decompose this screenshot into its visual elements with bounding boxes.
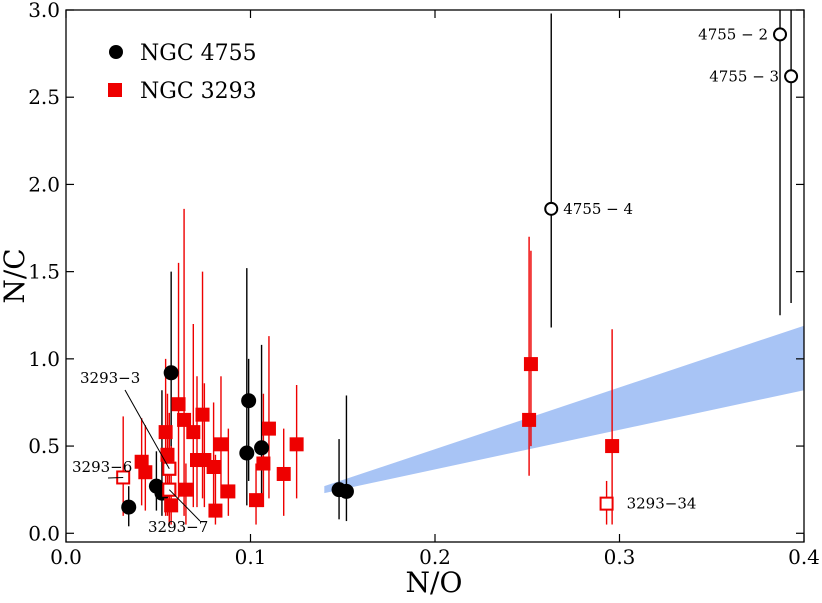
y-tick-label: 0.0 xyxy=(28,521,60,545)
data-point-ngc-4755 xyxy=(241,393,257,409)
point-label: 3293−6 xyxy=(72,458,132,476)
model-band xyxy=(324,325,804,494)
y-tick-label: 0.5 xyxy=(28,434,60,458)
data-point-ngc-3293 xyxy=(138,465,153,480)
open-data-point xyxy=(773,27,788,42)
data-point-ngc-3293 xyxy=(605,439,620,454)
data-point-ngc-3293 xyxy=(289,437,304,452)
data-point-ngc-3293 xyxy=(195,407,210,422)
data-point-ngc-4755 xyxy=(254,440,270,456)
point-label: 4755 − 2 xyxy=(698,25,768,43)
x-tick-label: 0.3 xyxy=(604,545,636,569)
data-point-ngc-3293 xyxy=(213,437,228,452)
data-point-ngc-3293 xyxy=(206,459,221,474)
x-tick-label: 0.0 xyxy=(50,545,82,569)
data-point-ngc-3293 xyxy=(177,412,192,427)
open-data-point xyxy=(599,496,614,511)
y-axis-label: N/C xyxy=(0,248,31,303)
point-label: 4755 − 3 xyxy=(709,67,779,85)
data-point-ngc-3293 xyxy=(158,425,173,440)
legend-marker-ngc-3293 xyxy=(108,83,122,97)
x-tick-label: 0.1 xyxy=(235,545,267,569)
data-point-ngc-4755 xyxy=(121,499,137,515)
data-point-ngc-3293 xyxy=(261,421,276,436)
point-label: 3293−3 xyxy=(80,369,140,387)
legend-label-ngc-3293: NGC 3293 xyxy=(140,79,257,104)
data-point-ngc-4755 xyxy=(239,445,255,461)
legend-marker-ngc-4755 xyxy=(109,45,123,59)
data-point-ngc-3293 xyxy=(186,425,201,440)
y-tick-label: 1.5 xyxy=(28,260,60,284)
data-point-ngc-3293 xyxy=(178,482,193,497)
y-tick-label: 1.0 xyxy=(28,347,60,371)
marker-layer xyxy=(116,27,799,518)
y-tick-label: 3.0 xyxy=(28,0,60,22)
x-tick-label: 0.4 xyxy=(788,545,820,569)
data-point-ngc-3293 xyxy=(522,412,537,427)
point-label: 3293−34 xyxy=(627,495,697,513)
x-tick-label: 0.2 xyxy=(419,545,451,569)
tick-layer: 0.0 0.1 0.2 0.3 0.4 0.0 0.5 1.0 1.5 2.0 2.5 3.0 xyxy=(28,0,820,569)
legend-label-ngc-4755: NGC 4755 xyxy=(140,41,257,66)
data-point-ngc-3293 xyxy=(171,397,186,412)
point-label: 4755 − 4 xyxy=(563,200,633,218)
annotation-leader-line xyxy=(124,389,170,469)
open-data-point xyxy=(544,201,559,216)
data-point-ngc-3293 xyxy=(208,503,223,518)
annotation-layer: 4755 − 2 4755 − 3 4755 − 4 3293−3 3293−6 3293… xyxy=(72,25,779,536)
data-point-ngc-3293 xyxy=(276,466,291,481)
data-point-ngc-3293 xyxy=(160,447,175,462)
data-point-ngc-3293 xyxy=(164,498,179,513)
model-band-layer xyxy=(324,325,804,494)
data-point-ngc-4755 xyxy=(163,365,179,381)
data-point-ngc-3293 xyxy=(256,456,271,471)
data-point-ngc-3293 xyxy=(221,484,236,499)
x-axis-label: N/O xyxy=(406,566,463,599)
data-point-ngc-3293 xyxy=(249,493,264,508)
open-data-point xyxy=(784,69,799,84)
data-point-ngc-3293 xyxy=(523,357,538,372)
y-tick-label: 2.0 xyxy=(28,172,60,196)
point-label: 3293−7 xyxy=(148,518,208,536)
annotation-leader-line xyxy=(168,489,201,522)
y-tick-label: 2.5 xyxy=(28,85,60,109)
legend: NGC 4755 NGC 3293 xyxy=(108,41,257,104)
annotation-leader-line xyxy=(107,476,124,479)
data-point-ngc-4755 xyxy=(338,483,354,499)
